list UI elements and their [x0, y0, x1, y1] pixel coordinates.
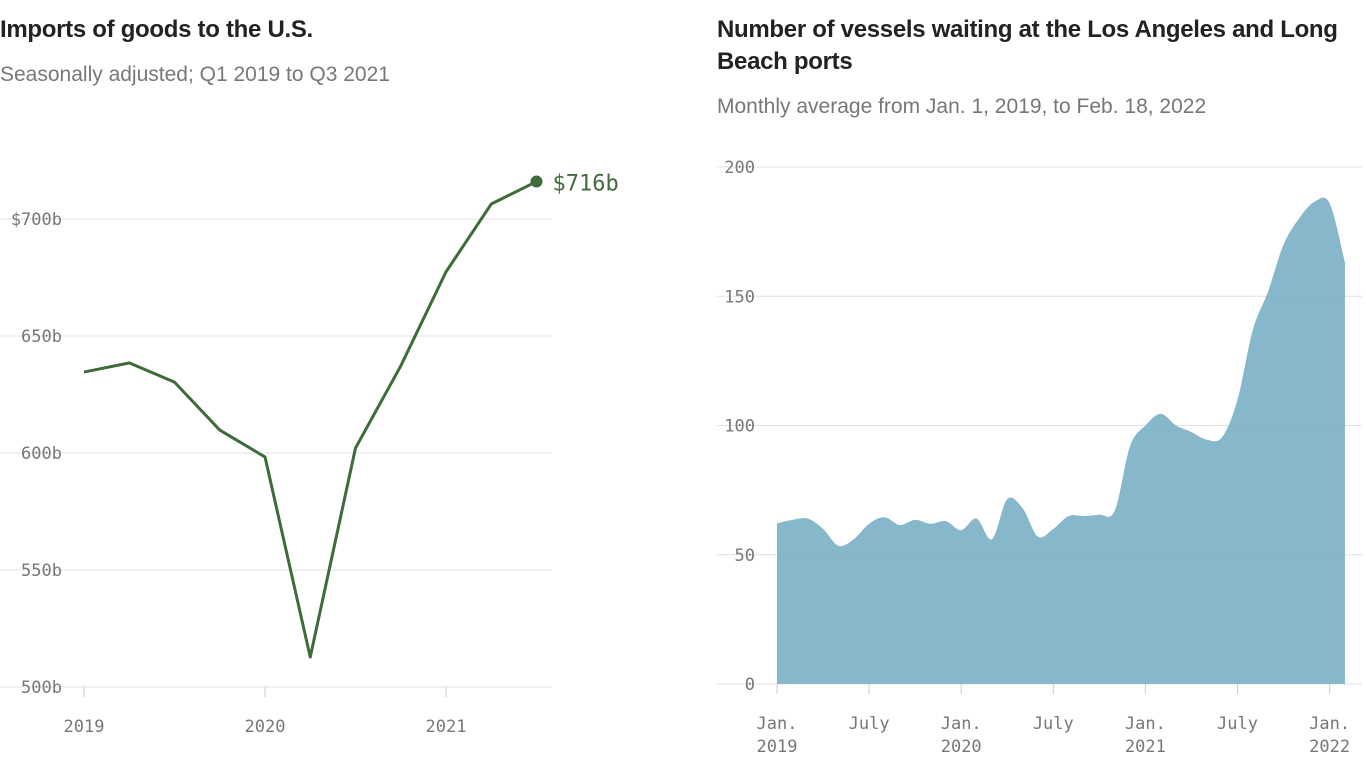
right-x-tick-label: Jan. [1309, 714, 1350, 734]
right-y-tick-label: 50 [735, 546, 755, 566]
right-y-tick-label: 0 [745, 675, 755, 695]
left-chart-title: Imports of goods to the U.S. [0, 16, 313, 43]
right-x-tick-label: Jan. [757, 714, 798, 734]
right-y-tick-label: 150 [724, 287, 755, 307]
left-y-tick-label: 650b [21, 327, 62, 347]
left-x-tick-label: 2020 [245, 717, 286, 737]
right-y-tick-label: 100 [724, 417, 755, 437]
left-x-tick-label: 2021 [426, 717, 467, 737]
right-chart-subtitle: Monthly average from Jan. 1, 2019, to Fe… [717, 95, 1207, 118]
right-x-tick-label: Jan. [941, 714, 982, 734]
right-x-tick-year: 2020 [941, 737, 982, 757]
left-y-tick-label: $700b [11, 210, 62, 230]
right-series-area [777, 197, 1345, 685]
right-x-tick-year: 2022 [1309, 737, 1350, 757]
right-x-tick-label: July [849, 714, 890, 734]
right-y-tick-label: 200 [724, 158, 755, 178]
right-chart-title: Number of vessels waiting at the Los Ang… [717, 16, 1338, 75]
left-y-tick-label: 550b [21, 561, 62, 581]
right-x-tick-label: July [1217, 714, 1258, 734]
left-y-tick-label: 600b [21, 444, 62, 464]
right-x-tick-year: 2021 [1125, 737, 1166, 757]
left-y-tick-label: 500b [21, 678, 62, 698]
right-x-tick-label: July [1033, 714, 1074, 734]
left-series-line [83, 180, 538, 659]
right-x-tick-label: Jan. [1125, 714, 1166, 734]
left-data-point [530, 175, 543, 188]
right-x-tick-year: 2019 [757, 737, 798, 757]
left-chart-subtitle: Seasonally adjusted; Q1 2019 to Q3 2021 [0, 63, 390, 86]
left-x-tick-label: 2019 [64, 717, 105, 737]
left-end-label: $716b [553, 172, 619, 197]
